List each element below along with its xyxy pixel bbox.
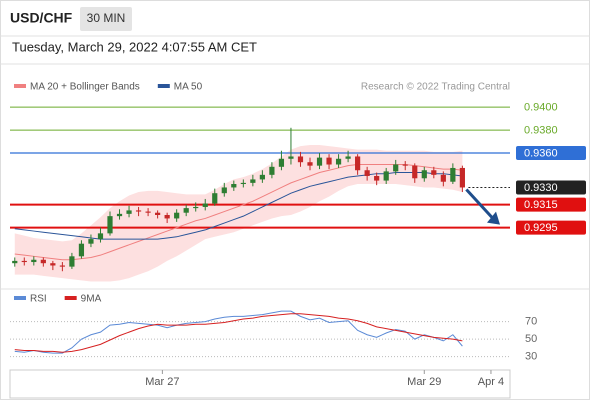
rsi-line <box>14 310 463 354</box>
y-tick-label: 70 <box>525 316 537 328</box>
x-tick-label: Mar 27 <box>145 376 179 388</box>
candle-body <box>12 260 18 264</box>
candle-body <box>259 174 265 180</box>
candle-body <box>155 212 161 215</box>
candle-body <box>421 170 427 179</box>
candle-body <box>240 182 246 185</box>
level-label: 0.9295 <box>524 222 558 234</box>
candle-body <box>183 208 189 213</box>
candle-body <box>212 193 218 204</box>
level-label: 0.9400 <box>524 102 558 114</box>
level-badge <box>516 220 586 235</box>
legend-swatch <box>64 296 77 300</box>
candle-body <box>231 184 237 188</box>
candle-body <box>202 203 208 207</box>
forecast-arrow <box>465 188 496 221</box>
candle-body <box>383 171 389 181</box>
candle-body <box>88 239 94 244</box>
candle-body <box>393 164 399 172</box>
candle-body <box>269 166 275 175</box>
legend-label: 9MA <box>81 294 102 305</box>
candle-body <box>145 211 151 213</box>
moving-average <box>14 164 463 261</box>
candle-body <box>69 256 75 267</box>
level-badge <box>516 197 586 212</box>
level-badge <box>516 180 586 195</box>
candle-body <box>335 158 342 165</box>
candle-body <box>193 206 199 209</box>
x-tick-label: Apr 4 <box>478 376 504 388</box>
y-tick-label: 50 <box>525 333 537 345</box>
x-axis-box <box>9 369 511 399</box>
legend-swatch <box>14 296 26 300</box>
candle-body <box>78 243 85 257</box>
candle-body <box>297 156 304 163</box>
candle-body <box>431 170 437 175</box>
candle-body <box>288 156 294 159</box>
candle-body <box>174 212 180 219</box>
candle-body <box>40 259 46 264</box>
timestamp: Tuesday, March 29, 2022 4:07:55 AM CET <box>12 39 257 54</box>
level-label: 0.9330 <box>524 182 558 194</box>
candle-body <box>59 265 65 267</box>
candle-body <box>374 175 380 181</box>
candle-body <box>459 167 465 188</box>
symbol: USD/CHF <box>10 10 73 26</box>
candle-body <box>355 156 361 171</box>
candle-body <box>31 259 37 263</box>
legend-label: MA 20 + Bollinger Bands <box>30 82 140 93</box>
bollinger-band <box>14 145 463 282</box>
candle-body <box>345 156 351 159</box>
candle-body <box>164 215 170 219</box>
level-badge <box>516 146 586 161</box>
level-label: 0.9315 <box>524 199 558 211</box>
candle-body <box>278 158 285 167</box>
candle-body <box>97 233 104 240</box>
x-tick-label: Mar 29 <box>407 376 441 388</box>
legend-label: MA 50 <box>174 82 203 93</box>
legend-swatch <box>14 84 26 88</box>
candle-body <box>412 165 418 179</box>
candle-body <box>21 260 27 263</box>
candle-body <box>250 179 256 183</box>
legend-swatch <box>157 84 170 88</box>
interval-button[interactable] <box>80 7 132 31</box>
candle-body <box>316 157 323 166</box>
candle-body <box>307 162 313 166</box>
candle-body <box>221 187 227 194</box>
candle-body <box>116 213 123 217</box>
level-label: 0.9360 <box>524 147 558 159</box>
candle-body <box>50 263 56 266</box>
candle-body <box>450 167 456 182</box>
candle-body <box>135 210 142 212</box>
level-label: 0.9380 <box>524 124 558 136</box>
candle-body <box>364 170 370 176</box>
candle-body <box>126 210 132 214</box>
candle-body <box>440 174 446 182</box>
source: Research © 2022 Trading Central <box>361 82 510 93</box>
y-tick-label: 30 <box>525 351 537 363</box>
candle-body <box>402 164 408 166</box>
candle-body <box>107 216 113 234</box>
candle-body <box>326 157 332 165</box>
legend-label: RSI <box>30 294 47 305</box>
rsi-line <box>14 313 463 353</box>
forecast-arrowhead <box>487 211 500 225</box>
interval[interactable]: 30 MIN <box>87 11 126 25</box>
